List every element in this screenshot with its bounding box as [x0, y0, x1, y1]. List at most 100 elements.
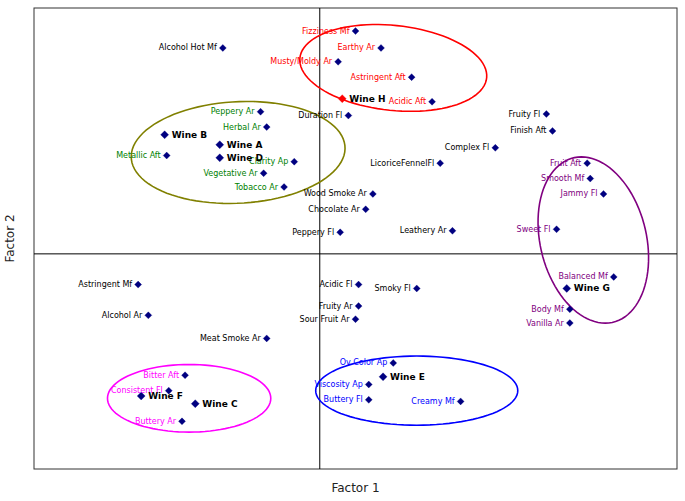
attribute-point	[587, 175, 594, 182]
attribute-label: Fizziness Mf	[302, 27, 350, 36]
attribute-label: Fruity Ar	[319, 302, 353, 311]
attribute-point	[345, 112, 352, 119]
attribute-label: Acidic Fl	[320, 280, 353, 289]
wine-point	[191, 400, 199, 408]
attribute-point	[369, 190, 376, 197]
chart: Fizziness Mf Earthy Ar Musty/Moldy Ar Astri…	[0, 0, 685, 501]
attribute-point	[413, 285, 420, 292]
attribute-label: LicoriceFennelFl	[370, 159, 434, 168]
attribute-point	[457, 398, 464, 405]
attribute-label: Herbal Ar	[223, 123, 261, 132]
wine-point	[216, 154, 224, 162]
wine-point	[338, 95, 346, 103]
plot-frame	[34, 8, 677, 469]
wine-label: Wine B	[172, 130, 208, 140]
attribute-label: Alcohol Hot Mf	[159, 43, 217, 52]
wine-point	[161, 131, 169, 139]
attribute-label: Peppery Ar	[211, 107, 256, 116]
attribute-point	[566, 320, 573, 327]
attribute-label: Creamy Mf	[411, 397, 454, 406]
attribute-label: Chocolate Ar	[308, 205, 360, 214]
attribute-point	[352, 316, 359, 323]
attribute-label: Peppery Fl	[292, 228, 334, 237]
group-ellipse	[300, 25, 487, 112]
attribute-label: Sweet Fl	[517, 225, 551, 234]
attribute-point	[263, 124, 270, 131]
attribute-point	[543, 111, 550, 118]
attribute-point	[492, 144, 499, 151]
attribute-point	[163, 152, 170, 159]
attribute-point	[566, 306, 573, 313]
attribute-point	[437, 160, 444, 167]
attribute-point	[352, 28, 359, 35]
attribute-point	[355, 303, 362, 310]
attribute-point	[219, 44, 226, 51]
attribute-label: Vegetative Ar	[204, 169, 259, 178]
attribute-label: Metallic Aft	[116, 151, 160, 160]
attribute-point	[553, 226, 560, 233]
wine-point	[563, 284, 571, 292]
attribute-point	[263, 335, 270, 342]
attribute-point	[408, 74, 415, 81]
group-ellipse	[316, 356, 518, 425]
attribute-point	[291, 158, 298, 165]
attribute-label: Smooth Mf	[541, 174, 584, 183]
plot-area	[34, 8, 677, 469]
attribute-label: Viscosity Ap	[314, 380, 362, 389]
attribute-label: Ov Color Ap	[340, 358, 388, 367]
attribute-point	[145, 312, 152, 319]
attribute-label: Musty/Moldy Ar	[270, 57, 333, 66]
attribute-point	[135, 281, 142, 288]
attribute-label: Finish Aft	[510, 126, 546, 135]
attribute-point	[584, 160, 591, 167]
attribute-label: Smoky Fl	[375, 284, 411, 293]
attribute-label: Fruit Aft	[550, 159, 581, 168]
attribute-point	[281, 184, 288, 191]
attribute-label: Body Mf	[531, 305, 564, 314]
attribute-point	[178, 418, 185, 425]
attribute-point	[362, 206, 369, 213]
wine-label: Wine D	[227, 153, 263, 163]
wine-label: Wine A	[227, 140, 263, 150]
attribute-point	[182, 372, 189, 379]
grid-line-y	[34, 253, 677, 254]
attribute-point	[429, 98, 436, 105]
point-labels: Fizziness Mf Earthy Ar Musty/Moldy Ar Astri…	[78, 27, 610, 426]
background	[0, 0, 685, 501]
attribute-point	[337, 229, 344, 236]
attribute-point	[260, 170, 267, 177]
x-axis-label: Factor 1	[331, 481, 379, 495]
attribute-point	[335, 58, 342, 65]
attribute-point	[610, 273, 617, 280]
wine-label: Wine C	[202, 399, 238, 409]
attribute-point	[365, 396, 372, 403]
attribute-point	[365, 381, 372, 388]
attribute-label: Buttery Ar	[135, 417, 177, 426]
wine-label: Wine H	[349, 94, 385, 104]
attribute-point	[378, 44, 385, 51]
attribute-point	[355, 281, 362, 288]
attribute-label: Duration Fl	[298, 111, 342, 120]
attribute-label: Jammy Fl	[560, 189, 598, 198]
wine-point	[216, 141, 224, 149]
group-ellipse	[131, 101, 345, 203]
attribute-point	[549, 127, 556, 134]
attribute-label: Complex Fl	[445, 143, 489, 152]
attribute-label: Astringent Mf	[78, 280, 132, 289]
attribute-label: Acidic Aft	[389, 97, 426, 106]
attribute-label: Astringent Aft	[351, 73, 406, 82]
attribute-label: Earthy Ar	[338, 43, 376, 52]
wine-label: Wine F	[148, 391, 183, 401]
attribute-label: Sour Fruit Ar	[300, 315, 351, 324]
wine-label: Wine E	[390, 372, 425, 382]
attribute-label: Wood Smoke Ar	[304, 189, 368, 198]
attribute-label: Buttery Fl	[324, 395, 363, 404]
y-axis-label: Factor 2	[3, 214, 17, 262]
group-ellipse	[107, 365, 270, 433]
attribute-label: Alcohol Ar	[102, 311, 143, 320]
wine-point	[379, 373, 387, 381]
attribute-label: Leathery Ar	[400, 226, 447, 235]
attribute-point	[390, 359, 397, 366]
attribute-label: Tobacco Ar	[234, 183, 279, 192]
group-ellipse	[538, 157, 649, 323]
